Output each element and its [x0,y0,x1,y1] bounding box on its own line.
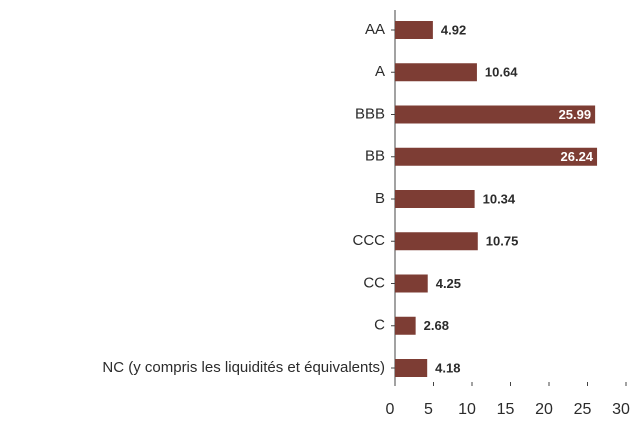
value-label: 4.25 [436,276,461,291]
value-label: 4.18 [435,360,460,375]
x-tick-label: 20 [535,401,553,418]
bar [395,147,598,166]
bar [395,63,477,82]
bar [395,359,428,377]
y-tick-label: C [374,317,385,334]
x-tick-label: 5 [424,401,433,418]
value-label: 2.68 [424,318,449,333]
x-tick-label: 15 [497,401,515,418]
bar [395,274,428,293]
y-tick-label: NC (y compris les liquidités et équivale… [102,359,385,376]
y-tick-label: A [375,63,385,80]
value-label: 10.64 [485,65,518,80]
value-label: 25.99 [559,107,592,122]
x-tick-label: 0 [386,401,395,418]
value-label: 26.24 [561,149,594,164]
bar [395,21,433,39]
x-tick-label: 25 [574,401,592,418]
value-label: 10.34 [483,191,516,206]
value-label: 10.75 [486,234,519,249]
x-tick-label: 30 [612,401,630,418]
y-tick-label: AA [365,21,385,38]
y-tick-label: CCC [353,232,386,249]
bar [395,105,596,124]
y-tick-label: CC [363,274,385,291]
y-tick-label: B [375,190,385,207]
value-label: 4.92 [441,22,466,37]
y-tick-label: BBB [355,105,385,122]
bar [395,232,478,251]
x-tick-label: 10 [458,401,476,418]
y-tick-label: BB [365,148,385,165]
bar [395,190,475,208]
bar [395,316,416,335]
